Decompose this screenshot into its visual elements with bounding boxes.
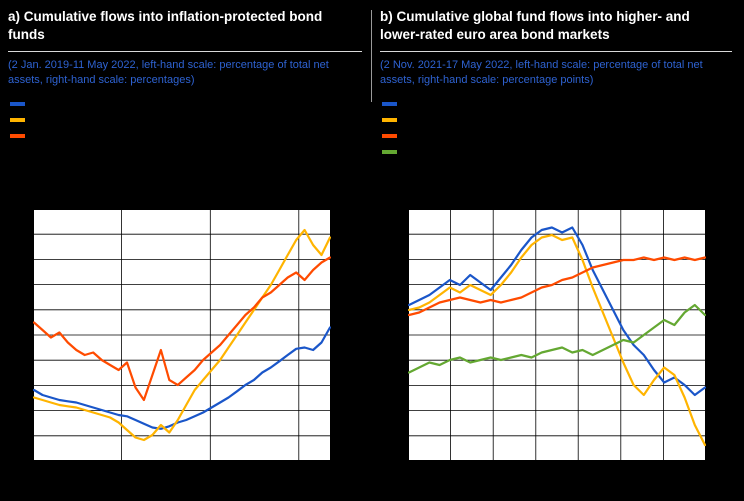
legend-item <box>382 101 732 106</box>
legend-item <box>10 133 362 138</box>
series-1-blue-line <box>408 226 706 397</box>
series-2-yellow-line <box>408 233 706 447</box>
legend-item <box>10 117 362 122</box>
panel-a-legend <box>8 101 362 138</box>
legend-item <box>10 101 362 106</box>
panel-b: b) Cumulative global fund flows into hig… <box>380 8 732 154</box>
legend-swatch-series-4-green <box>382 149 397 154</box>
panel-b-title: b) Cumulative global fund flows into hig… <box>380 8 732 52</box>
panel-a-chart <box>33 209 331 461</box>
legend-swatch-series-1-blue <box>10 101 25 106</box>
legend-swatch-series-2-yellow <box>382 117 397 122</box>
panel-b-chart <box>408 209 706 461</box>
legend-item <box>382 133 732 138</box>
series-1-blue-line <box>33 326 331 430</box>
panel-b-legend <box>380 101 732 154</box>
panel-a-title: a) Cumulative flows into inflation-prote… <box>8 8 362 52</box>
legend-swatch-series-2-yellow <box>10 117 25 122</box>
series-2-yellow-line <box>33 228 331 442</box>
panel-a-subtitle: (2 Jan. 2019-11 May 2022, left-hand scal… <box>8 59 329 86</box>
panel-b-subtitle: (2 Nov. 2021-17 May 2022, left-hand scal… <box>380 59 703 86</box>
panel-divider <box>371 10 372 102</box>
series-3-orange-line <box>33 256 331 402</box>
legend-swatch-series-3-orange <box>10 133 25 138</box>
legend-swatch-series-3-orange <box>382 133 397 138</box>
series-4-green-line <box>408 303 706 374</box>
legend-item <box>382 149 732 154</box>
series-3-orange-line <box>408 256 706 317</box>
legend-swatch-series-1-blue <box>382 101 397 106</box>
legend-item <box>382 117 732 122</box>
panel-a: a) Cumulative flows into inflation-prote… <box>8 8 362 138</box>
